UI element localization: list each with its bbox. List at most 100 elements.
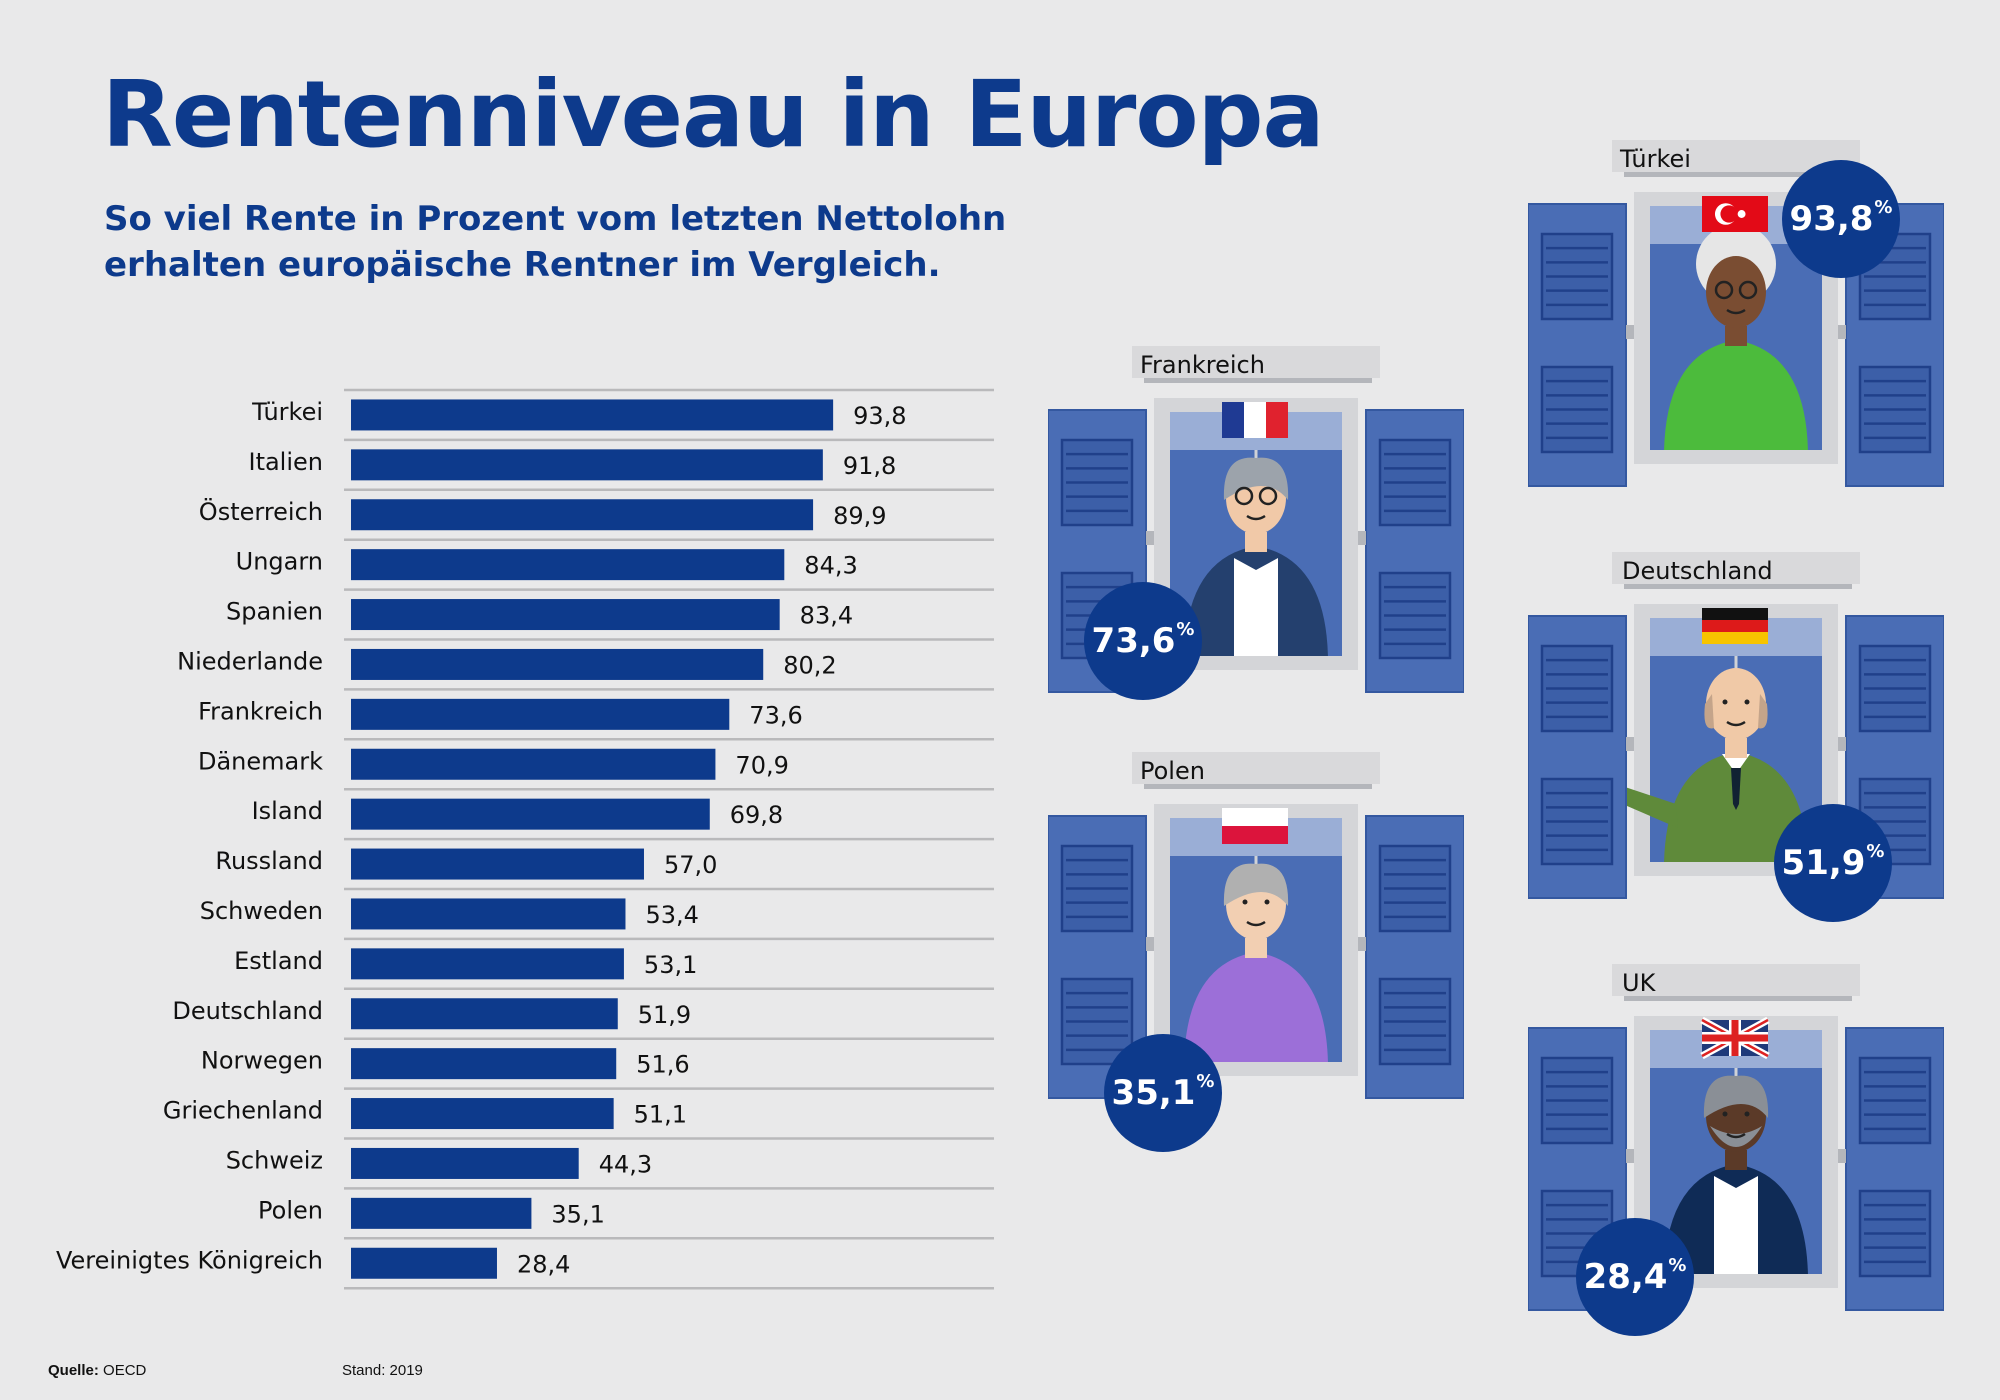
bar (351, 948, 624, 980)
badge-unit: % (1866, 840, 1885, 862)
pensioner-illustration (1664, 224, 1808, 450)
badge-unit: % (1668, 1254, 1687, 1276)
subtitle-line-1: So viel Rente in Prozent vom letzten Net… (104, 199, 1007, 239)
badge-deutschland: 51,9% (1774, 804, 1892, 922)
country-tag-tuerkei: Türkei (1620, 145, 1691, 173)
data-label: 53,1 (644, 951, 697, 979)
badge-unit: % (1874, 196, 1893, 218)
bar (351, 898, 626, 930)
bar (351, 1147, 579, 1179)
category-label: Dänemark (198, 747, 323, 775)
bar (351, 998, 618, 1030)
country-tag-polen: Polen (1140, 757, 1205, 785)
country-tag-frankreich: Frankreich (1140, 351, 1265, 379)
country-tag-uk: UK (1622, 969, 1656, 997)
france-flag (1222, 402, 1288, 438)
bar (351, 748, 716, 780)
data-label: 51,6 (636, 1051, 689, 1079)
category-label: Russland (215, 847, 323, 875)
data-label: 57,0 (664, 851, 717, 879)
category-label: Vereinigtes Königreich (56, 1246, 323, 1274)
pensioner-illustration (1184, 457, 1328, 656)
badge-frankreich: 73,6% (1084, 582, 1202, 700)
data-label: 51,9 (638, 1001, 691, 1029)
pensioner-illustration (1664, 1075, 1808, 1274)
data-label: 83,4 (800, 602, 853, 630)
category-label: Island (252, 797, 323, 825)
bar (351, 848, 644, 880)
source-value: OECD (103, 1362, 147, 1379)
data-label: 51,1 (634, 1101, 687, 1129)
window-polen (1040, 752, 1472, 1100)
window-illustration (1040, 752, 1472, 1099)
category-label: Deutschland (172, 997, 323, 1025)
window-illustration (1520, 140, 1952, 487)
bar (351, 499, 814, 531)
category-label: Schweiz (226, 1146, 323, 1174)
badge-value: 93,8 (1789, 199, 1874, 239)
bar (351, 798, 710, 830)
category-label: Estland (234, 947, 323, 975)
turkey-flag (1702, 196, 1768, 232)
pensioner-illustration (1184, 863, 1328, 1062)
badge-value: 51,9 (1781, 843, 1866, 883)
data-label: 89,9 (833, 502, 886, 530)
country-tag-deutschland: Deutschland (1622, 557, 1773, 585)
badge-polen: 35,1% (1104, 1034, 1222, 1152)
data-label: 93,8 (853, 402, 906, 430)
data-label: 28,4 (517, 1250, 570, 1278)
category-label: Schweden (200, 897, 323, 925)
badge-value: 73,6 (1091, 621, 1176, 661)
window-illustration (1520, 964, 1952, 1311)
category-label: Polen (258, 1196, 323, 1224)
badge-value: 28,4 (1583, 1257, 1668, 1297)
data-label: 53,4 (645, 901, 698, 929)
bar (351, 599, 780, 631)
badge-unit: % (1176, 618, 1195, 640)
window-tuerkei (1520, 140, 1952, 488)
window-illustration (1520, 552, 1952, 899)
bar (351, 1197, 532, 1229)
page-title: Rentenniveau in Europa (102, 61, 1325, 168)
data-label: 70,9 (735, 751, 788, 779)
germany-flag (1702, 608, 1768, 644)
data-label: 91,8 (843, 452, 896, 480)
subtitle-line-2: erhalten europäische Rentner im Vergleic… (104, 245, 941, 285)
poland-flag (1222, 808, 1288, 844)
badge-unit: % (1196, 1070, 1215, 1092)
category-label: Spanien (226, 598, 323, 626)
bar (351, 648, 764, 680)
bar (351, 698, 730, 730)
badge-uk: 28,4% (1576, 1218, 1694, 1336)
category-label: Griechenland (163, 1097, 323, 1125)
category-label: Italien (248, 448, 323, 476)
bar (351, 1098, 614, 1130)
window-deutschland (1520, 552, 1952, 900)
category-label: Norwegen (201, 1047, 323, 1075)
data-label: 35,1 (551, 1200, 604, 1228)
badge-tuerkei: 93,8% (1782, 160, 1900, 278)
bar (351, 549, 785, 581)
bar (351, 1247, 497, 1279)
category-label: Niederlande (177, 647, 323, 675)
category-label: Ungarn (236, 548, 323, 576)
badge-value: 35,1 (1111, 1073, 1196, 1113)
window-uk (1520, 964, 1952, 1312)
category-label: Frankreich (198, 697, 323, 725)
category-label: Türkei (251, 398, 323, 426)
footer-source: Quelle: OECD (48, 1362, 146, 1379)
data-label: 80,2 (783, 651, 836, 679)
category-label: Österreich (199, 497, 323, 526)
data-label: 69,8 (730, 801, 783, 829)
data-label: 73,6 (749, 701, 802, 729)
source-label: Quelle: (48, 1362, 99, 1379)
data-label: 44,3 (599, 1150, 652, 1178)
data-label: 84,3 (804, 552, 857, 580)
footer-date: Stand: 2019 (342, 1362, 423, 1379)
bar (351, 449, 823, 481)
bar (351, 399, 834, 431)
uk-flag (1700, 1016, 1770, 1060)
bar (351, 1048, 617, 1080)
page-subtitle: So viel Rente in Prozent vom letzten Net… (104, 196, 1006, 288)
